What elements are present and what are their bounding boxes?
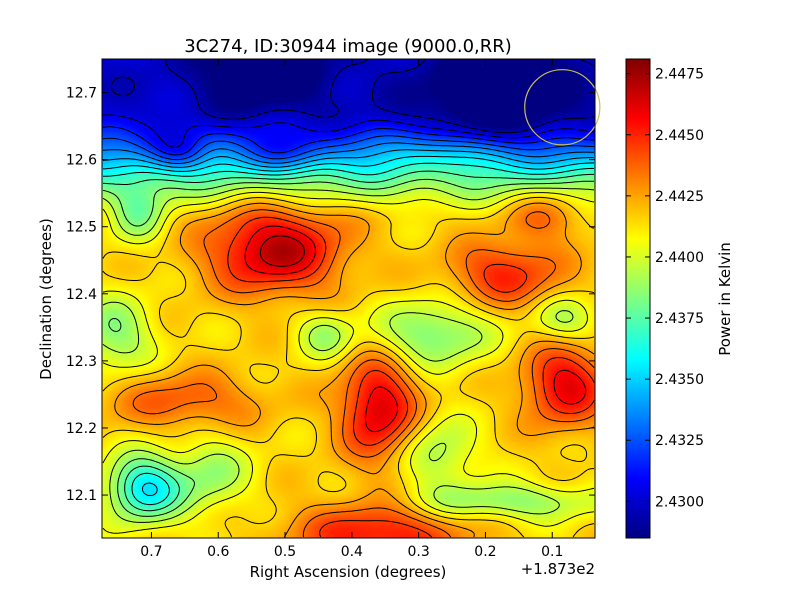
contour-level xyxy=(227,216,595,538)
contour-level xyxy=(102,191,595,534)
y-tick-label: 12.6 xyxy=(66,153,97,169)
y-tick-label: 12.5 xyxy=(66,220,97,236)
chart-title: 3C274, ID:30944 image (9000.0,RR) xyxy=(184,36,512,57)
colorbar-tick-label: 2.4375 xyxy=(655,311,704,327)
contour-level xyxy=(132,209,595,538)
colorbar-tick-label: 2.4400 xyxy=(655,250,704,266)
contour-level xyxy=(102,142,595,164)
y-tick-label: 12.7 xyxy=(66,86,97,102)
contour-level xyxy=(102,135,595,161)
contour-level xyxy=(102,170,594,512)
plot-area xyxy=(102,59,595,538)
x-tick-label: 0.6 xyxy=(207,544,229,560)
x-tick-label: 0.3 xyxy=(408,544,430,560)
beam-circle xyxy=(524,69,601,146)
x-tick-label: 0.2 xyxy=(474,544,496,560)
colorbar: 2.4300 2.4325 2.4350 2.4375 2.4400 2.4425 2.44… xyxy=(625,58,704,539)
colorbar-tick-label: 2.4300 xyxy=(655,494,704,510)
contour-level xyxy=(114,202,595,538)
contour-lines xyxy=(102,59,595,538)
contour-level xyxy=(102,126,595,156)
x-tick-label: 0.1 xyxy=(541,544,563,560)
colorbar-tick-label: 2.4475 xyxy=(655,67,704,83)
contour-level xyxy=(102,187,595,523)
x-tick-label: 0.5 xyxy=(274,544,296,560)
contour-level xyxy=(259,235,305,267)
contour-level xyxy=(102,178,595,517)
contour-level xyxy=(102,162,595,506)
contour-level xyxy=(110,59,595,134)
contour-level xyxy=(102,155,595,496)
x-axis-label: Right Ascension (degrees) xyxy=(250,563,447,581)
y-axis-ticks: 12.1 12.2 12.3 12.4 12.5 12.6 12.7 xyxy=(66,86,595,504)
x-tick-label: 0.4 xyxy=(341,544,363,560)
y-axis-label: Declination (degrees) xyxy=(37,218,55,380)
x-axis-offset: +1.873e2 xyxy=(521,560,595,578)
y-tick-label: 12.3 xyxy=(66,354,97,370)
colorbar-tick-label: 2.4325 xyxy=(655,433,704,449)
plot-frame xyxy=(101,58,596,539)
y-tick-label: 12.2 xyxy=(66,421,97,437)
contour-level xyxy=(102,196,595,538)
colorbar-tick-label: 2.4450 xyxy=(655,128,704,144)
y-tick-label: 12.1 xyxy=(66,488,97,504)
contour-level xyxy=(244,225,587,433)
colorbar-tick-label: 2.4350 xyxy=(655,372,704,388)
heatmap-image xyxy=(102,59,595,538)
x-axis-ticks: 0.7 0.6 0.5 0.4 0.3 0.2 0.1 xyxy=(140,59,563,560)
y-tick-label: 12.4 xyxy=(66,287,97,303)
contour-level xyxy=(102,149,594,168)
colorbar-tick-label: 2.4425 xyxy=(655,189,704,205)
x-tick-label: 0.7 xyxy=(140,544,162,560)
colorbar-gradient xyxy=(625,58,651,539)
colorbar-label: Power in Kelvin xyxy=(716,242,734,356)
contour-level xyxy=(102,114,595,148)
beam-layer xyxy=(524,69,601,146)
